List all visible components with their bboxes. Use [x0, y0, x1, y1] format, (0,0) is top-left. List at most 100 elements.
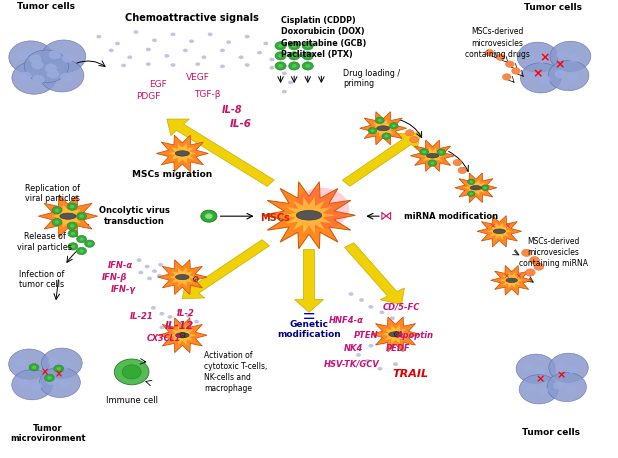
Circle shape — [305, 44, 310, 48]
Circle shape — [152, 38, 157, 42]
Circle shape — [109, 49, 114, 52]
Polygon shape — [500, 272, 523, 289]
Circle shape — [159, 326, 164, 329]
Circle shape — [381, 341, 386, 344]
Ellipse shape — [493, 229, 506, 234]
Circle shape — [278, 64, 283, 68]
Polygon shape — [169, 267, 196, 287]
Circle shape — [226, 40, 231, 44]
Circle shape — [56, 367, 61, 371]
Circle shape — [54, 365, 64, 372]
Text: ×: × — [554, 59, 564, 71]
Polygon shape — [455, 173, 497, 202]
Text: IL-2: IL-2 — [177, 309, 194, 318]
Circle shape — [470, 192, 473, 195]
Circle shape — [68, 243, 78, 250]
Text: VEGF: VEGF — [186, 73, 210, 82]
Circle shape — [166, 267, 171, 271]
Circle shape — [46, 376, 57, 385]
Polygon shape — [382, 325, 409, 344]
Circle shape — [422, 151, 426, 153]
Circle shape — [567, 365, 578, 373]
Circle shape — [282, 90, 287, 93]
Circle shape — [553, 382, 564, 390]
Text: PTEN: PTEN — [353, 331, 378, 340]
Circle shape — [77, 213, 87, 220]
Circle shape — [182, 328, 187, 332]
Circle shape — [257, 51, 262, 55]
Circle shape — [302, 62, 313, 70]
Circle shape — [114, 359, 149, 385]
Text: ×: × — [515, 273, 521, 280]
Circle shape — [294, 188, 349, 229]
Ellipse shape — [426, 153, 439, 158]
Circle shape — [79, 249, 84, 253]
Polygon shape — [487, 223, 512, 240]
Circle shape — [40, 59, 84, 92]
Text: NK4: NK4 — [344, 344, 363, 354]
Text: MSCs-derived
microvesicles
containing miRNA: MSCs-derived microvesicles containing mi… — [519, 237, 588, 268]
Circle shape — [519, 375, 559, 404]
Circle shape — [19, 379, 30, 387]
Text: Infection of
tumor cells: Infection of tumor cells — [19, 270, 65, 289]
Circle shape — [201, 210, 217, 222]
Circle shape — [70, 232, 75, 235]
Circle shape — [420, 149, 428, 155]
Circle shape — [9, 41, 53, 74]
Circle shape — [68, 230, 78, 237]
Circle shape — [47, 69, 59, 78]
Text: Activation of
cytotoxic T-cells,
NK-cells and
macrophage: Activation of cytotoxic T-cells, NK-cell… — [204, 351, 268, 393]
Text: Tumor cells: Tumor cells — [17, 2, 75, 11]
FancyArrow shape — [342, 133, 420, 186]
Circle shape — [275, 62, 286, 70]
Circle shape — [245, 63, 250, 67]
Circle shape — [368, 344, 373, 348]
Circle shape — [19, 71, 32, 81]
Circle shape — [288, 81, 293, 84]
Polygon shape — [477, 216, 522, 247]
Text: IL-8: IL-8 — [221, 105, 242, 115]
Circle shape — [410, 136, 418, 143]
Circle shape — [269, 58, 274, 61]
Ellipse shape — [176, 274, 189, 280]
Circle shape — [282, 71, 287, 75]
Circle shape — [151, 306, 156, 310]
Circle shape — [390, 316, 395, 320]
Text: HSV-TK/GCV: HSV-TK/GCV — [324, 360, 380, 369]
Text: IFN-α: IFN-α — [108, 261, 133, 270]
Circle shape — [79, 237, 84, 241]
Circle shape — [52, 207, 62, 214]
Text: Tumor cells: Tumor cells — [524, 3, 582, 12]
Ellipse shape — [470, 185, 481, 190]
Circle shape — [384, 135, 388, 137]
Circle shape — [365, 359, 370, 363]
Circle shape — [359, 298, 364, 302]
Circle shape — [534, 366, 545, 374]
Circle shape — [292, 44, 297, 48]
Circle shape — [62, 54, 74, 63]
Circle shape — [496, 54, 505, 60]
Circle shape — [502, 74, 511, 80]
Text: ⚙: ⚙ — [179, 331, 186, 340]
Circle shape — [47, 376, 52, 380]
Text: IL-12: IL-12 — [164, 321, 194, 331]
Text: PDGF: PDGF — [136, 92, 161, 101]
Circle shape — [481, 185, 489, 191]
Text: IL-21: IL-21 — [130, 311, 154, 321]
Text: ×: × — [533, 67, 543, 80]
Text: miRNA modification: miRNA modification — [404, 212, 498, 221]
Circle shape — [269, 66, 274, 70]
Polygon shape — [370, 119, 396, 137]
Text: Drug loading /
priming: Drug loading / priming — [343, 69, 400, 88]
Circle shape — [524, 51, 535, 60]
Ellipse shape — [175, 151, 190, 156]
Polygon shape — [464, 180, 488, 196]
FancyArrow shape — [167, 119, 274, 186]
Circle shape — [138, 271, 143, 274]
Text: TRAIL: TRAIL — [393, 369, 429, 379]
Polygon shape — [420, 147, 445, 164]
Polygon shape — [158, 318, 207, 353]
Circle shape — [275, 42, 286, 50]
Circle shape — [453, 159, 462, 166]
Circle shape — [399, 323, 404, 327]
